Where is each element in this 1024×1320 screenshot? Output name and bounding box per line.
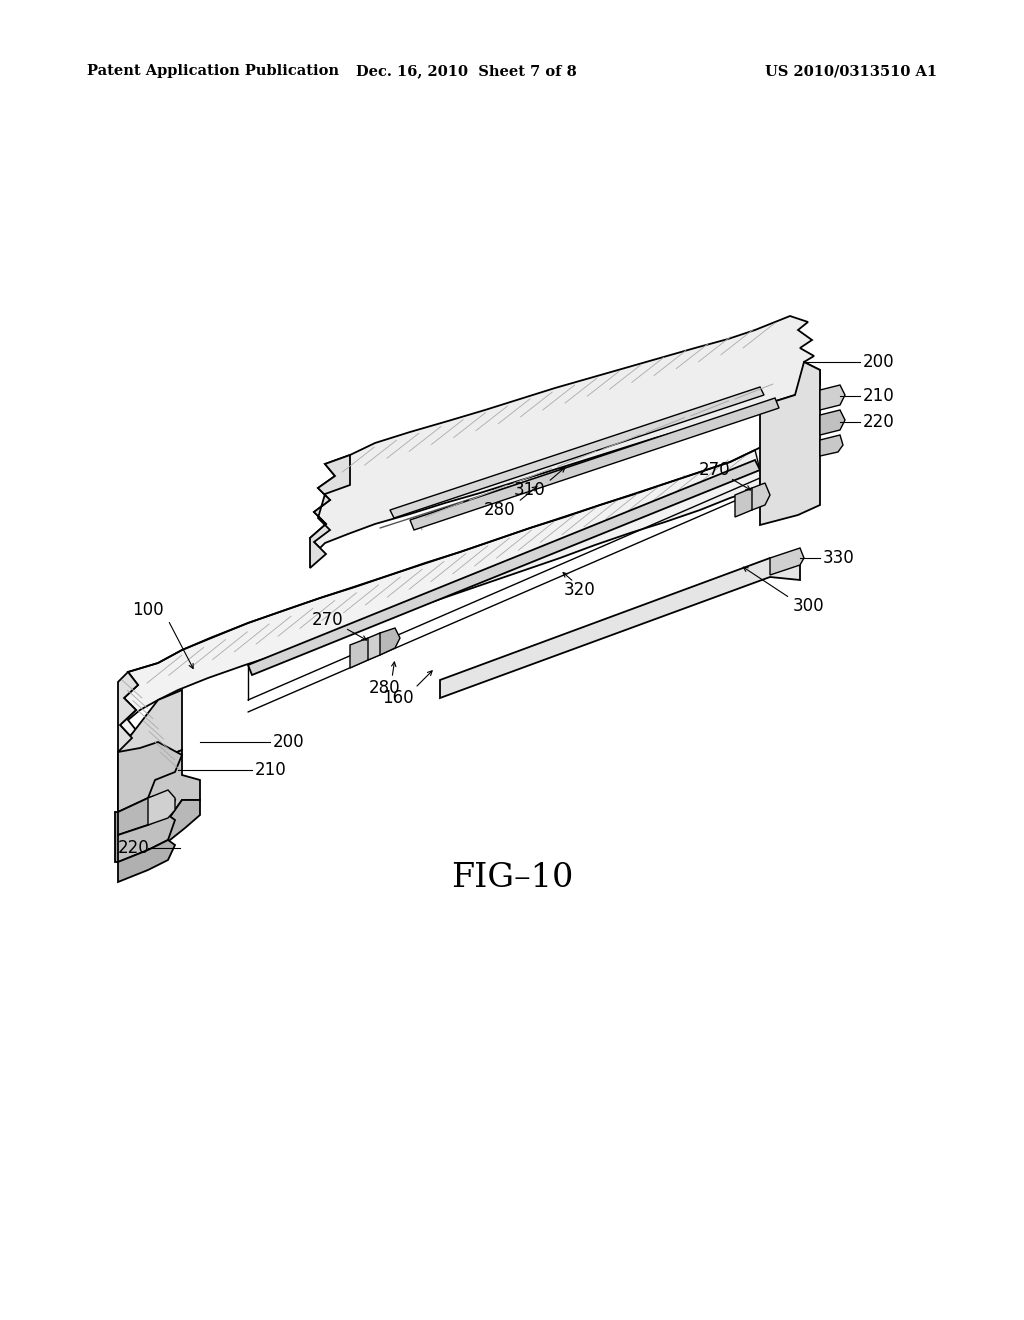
Polygon shape [118,440,790,752]
Polygon shape [820,385,845,411]
Text: 330: 330 [823,549,855,568]
Polygon shape [118,814,175,862]
Polygon shape [770,548,804,576]
Polygon shape [118,690,182,812]
Text: 160: 160 [382,689,414,708]
Text: 200: 200 [863,352,895,371]
Polygon shape [760,362,820,525]
Polygon shape [135,800,200,862]
Text: 200: 200 [273,733,304,751]
Polygon shape [380,628,400,655]
Polygon shape [820,436,843,455]
Text: FIG–10: FIG–10 [451,862,573,894]
Polygon shape [368,634,386,660]
Polygon shape [410,399,779,531]
Polygon shape [148,789,175,825]
Text: 210: 210 [863,387,895,405]
Text: 280: 280 [370,678,400,697]
Text: 100: 100 [132,601,164,619]
Polygon shape [820,411,845,436]
Polygon shape [310,455,350,568]
Polygon shape [752,483,770,510]
Polygon shape [350,638,373,668]
Text: 320: 320 [564,581,596,599]
Polygon shape [735,488,758,517]
Polygon shape [440,558,800,698]
Polygon shape [118,750,200,840]
Polygon shape [115,812,135,862]
Polygon shape [118,742,182,812]
Text: 270: 270 [312,611,344,630]
Polygon shape [118,672,138,752]
Polygon shape [310,315,820,548]
Text: 210: 210 [255,762,287,779]
Text: 280: 280 [484,502,516,519]
Text: Patent Application Publication: Patent Application Publication [87,65,339,78]
Text: 270: 270 [699,461,731,479]
Polygon shape [248,459,760,675]
Text: 220: 220 [863,413,895,432]
Polygon shape [390,387,764,517]
Text: US 2010/0313510 A1: US 2010/0313510 A1 [765,65,937,78]
Text: 220: 220 [118,840,150,857]
Text: 310: 310 [514,480,546,499]
Text: 300: 300 [793,597,824,615]
Polygon shape [118,840,175,882]
Polygon shape [118,796,175,836]
Text: Dec. 16, 2010  Sheet 7 of 8: Dec. 16, 2010 Sheet 7 of 8 [355,65,577,78]
